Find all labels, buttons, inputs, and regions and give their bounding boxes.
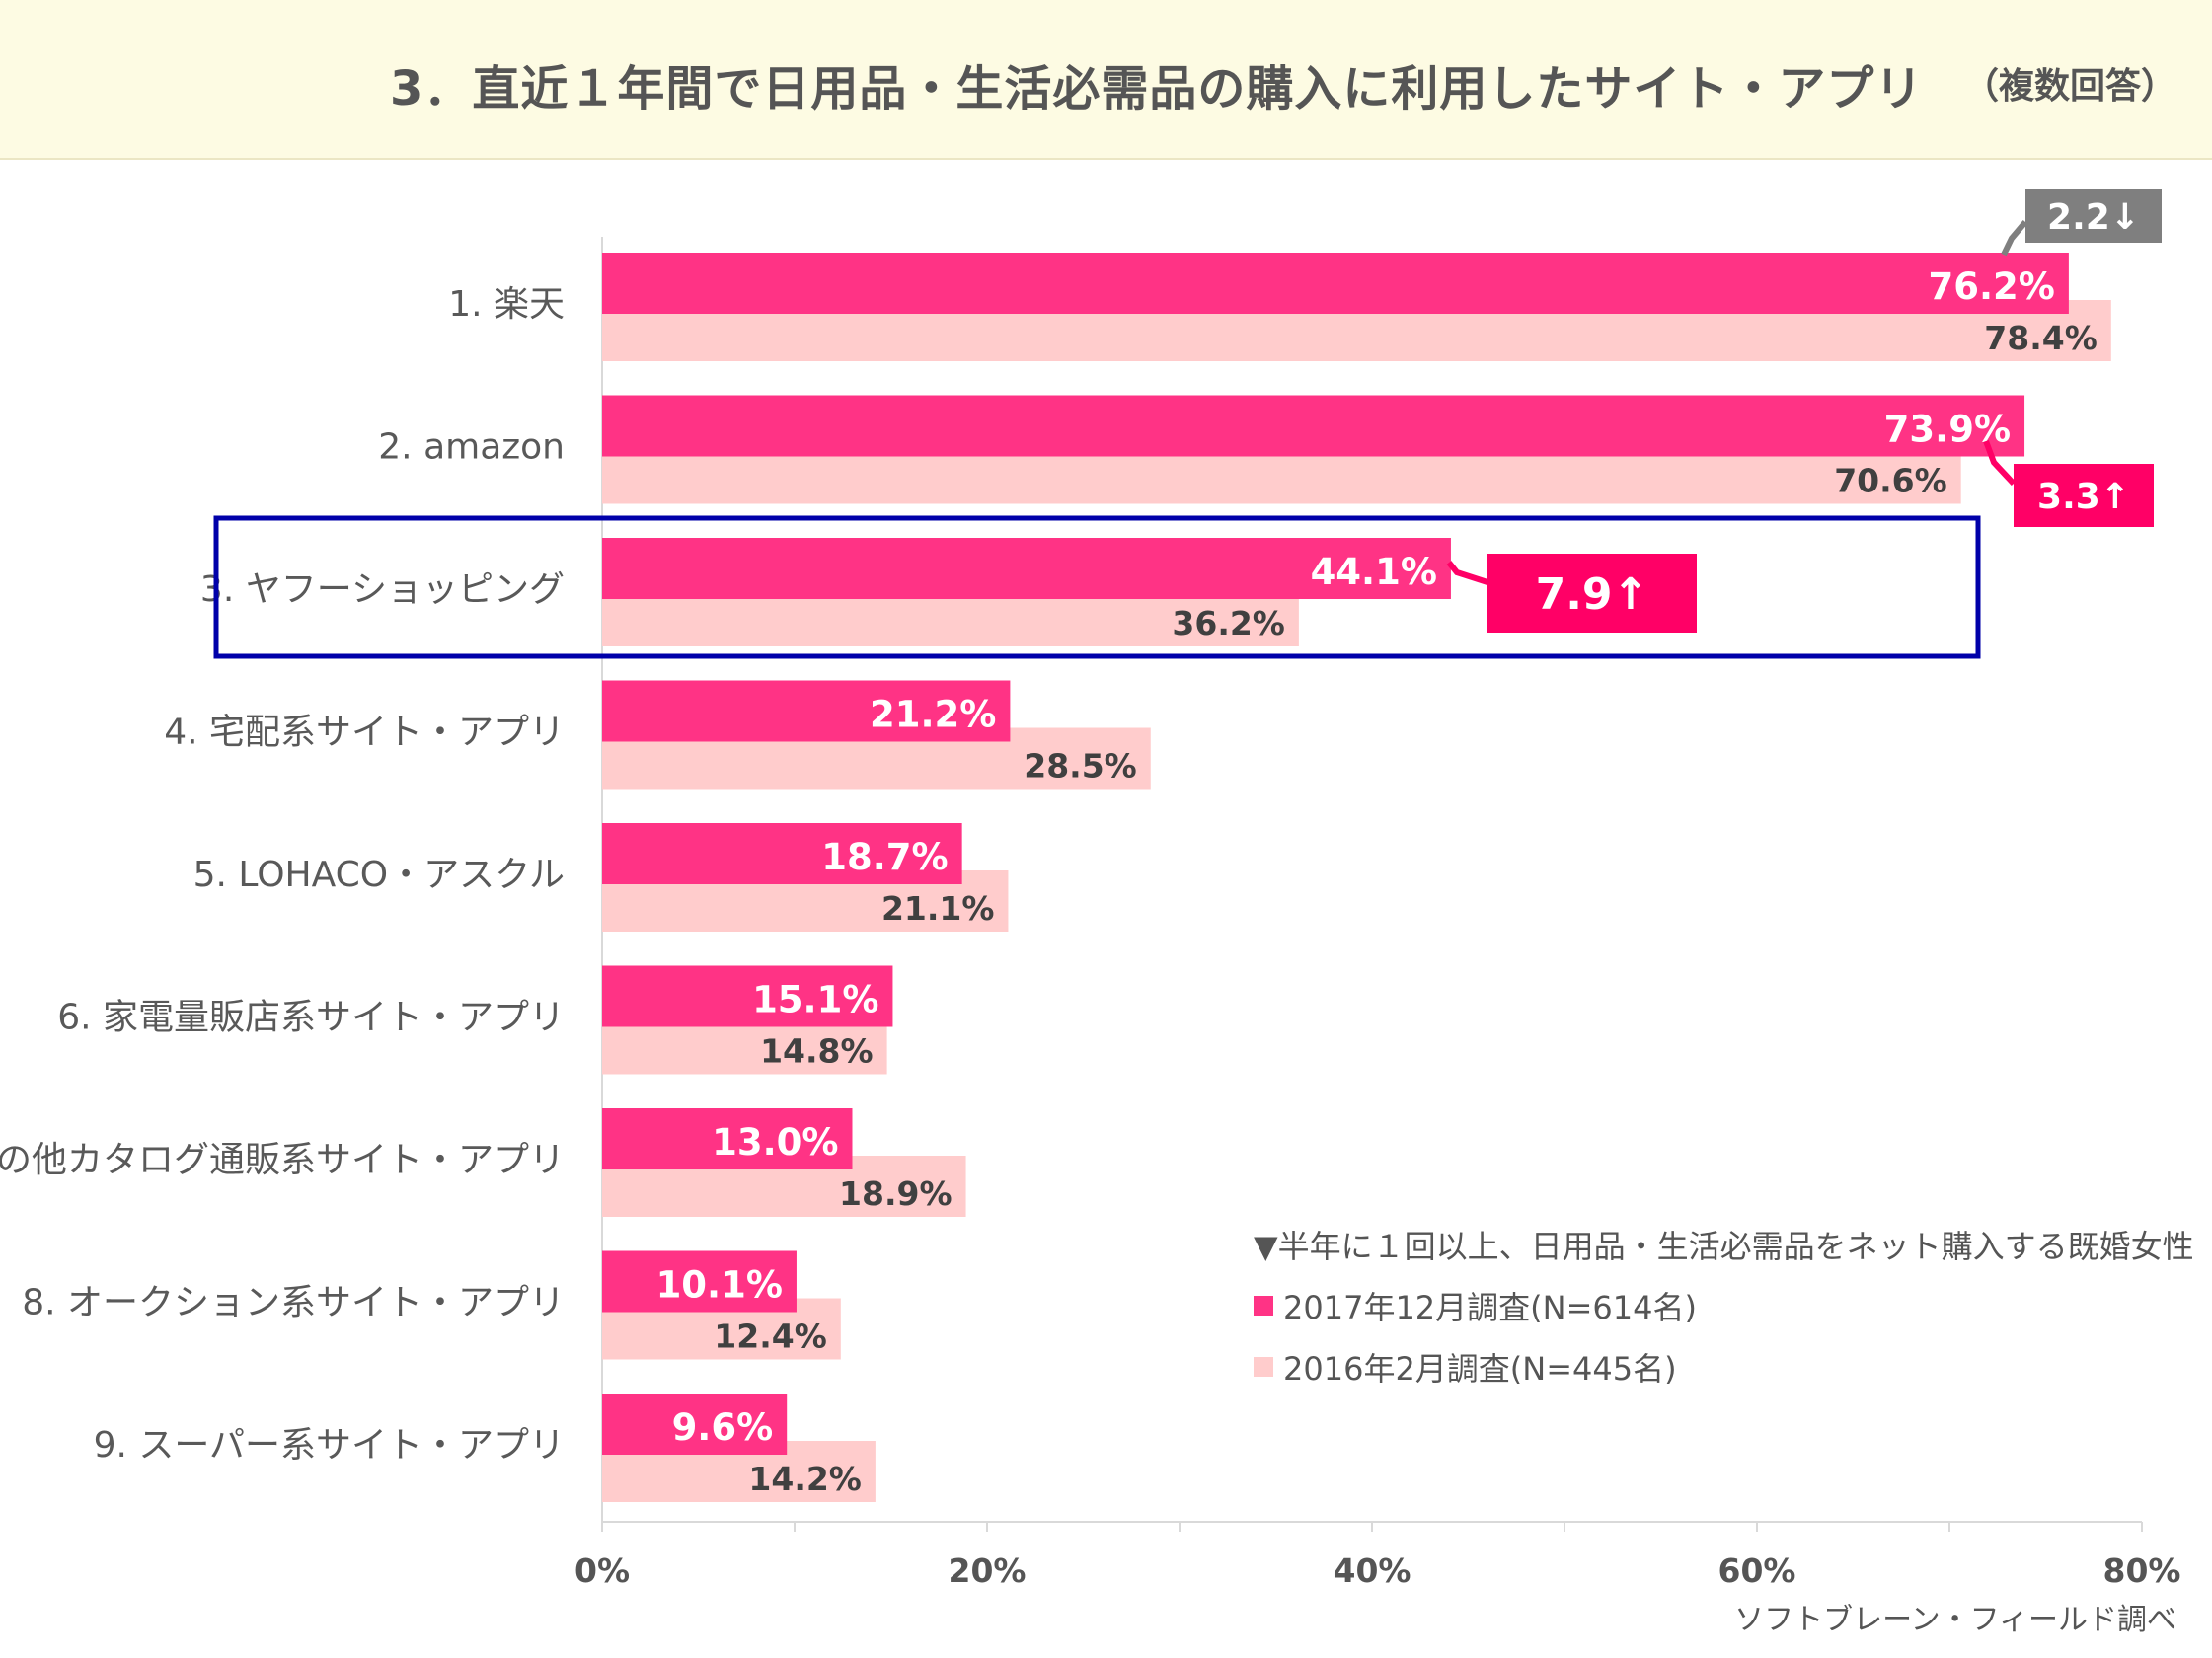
legend-swatch-2016: [1254, 1357, 1273, 1377]
change-callout-box: [2014, 464, 2154, 527]
data-label-2016: 28.5%: [1024, 747, 1137, 786]
data-label-2017: 13.0%: [712, 1121, 838, 1164]
bar-2017: [602, 395, 2025, 457]
page-title: 3．直近１年間で日用品・生活必需品の購入に利用したサイト・アプリ: [390, 61, 1924, 116]
x-tick-label: 20%: [949, 1551, 1027, 1590]
x-tick-label: 0%: [574, 1551, 630, 1590]
data-label-2017: 44.1%: [1311, 551, 1437, 593]
multiple-answer-note: （複数回答）: [1962, 66, 2176, 107]
data-label-2017: 15.1%: [752, 979, 878, 1021]
category-label: 5. LOHACO・アスクル: [193, 855, 565, 895]
highlight-box: [213, 515, 1981, 659]
bar-2017: [602, 253, 2069, 314]
change-callout-label: 7.9↑: [1536, 569, 1649, 620]
category-label: 2. amazon: [378, 427, 565, 468]
data-label-2017: 10.1%: [656, 1264, 783, 1307]
category-label: 7. その他カタログ通販系サイト・アプリ: [0, 1140, 565, 1180]
data-label-2017: 9.6%: [672, 1406, 774, 1449]
change-callout-leader: [1446, 561, 1488, 585]
change-callout-leader: [2001, 220, 2028, 257]
data-label-2016: 21.1%: [881, 889, 995, 928]
category-label: 1. 楽天: [448, 284, 565, 325]
legend-item-2017: 2017年12月調査(N=614名): [1254, 1275, 2194, 1336]
data-label-2016: 78.4%: [1984, 319, 2098, 357]
category-label: 9. スーパー系サイト・アプリ: [94, 1425, 565, 1466]
x-tick-label: 40%: [1334, 1551, 1411, 1590]
data-label-2016: 14.2%: [748, 1460, 862, 1498]
bar-2017: [602, 823, 962, 884]
bar-2017: [602, 1250, 797, 1313]
x-tick-label: 80%: [2103, 1551, 2181, 1590]
legend-label-2016: 2016年2月調査(N=445名): [1283, 1350, 1677, 1388]
legend: ▼半年に１回以上、日用品・生活必需品をネット購入する既婚女性 2017年12月調…: [1254, 1214, 2194, 1397]
data-label-2016: 14.8%: [760, 1032, 874, 1071]
bar-2017: [602, 965, 893, 1027]
legend-label-2017: 2017年12月調査(N=614名): [1283, 1289, 1697, 1326]
data-label-2017: 73.9%: [1884, 409, 2011, 451]
change-callout-box: [1487, 554, 1697, 633]
category-label: 8. オークション系サイト・アプリ: [22, 1283, 565, 1323]
legend-swatch-2017: [1254, 1296, 1273, 1316]
bar-2017: [602, 680, 1011, 742]
header-band: 3．直近１年間で日用品・生活必需品の購入に利用したサイト・アプリ （複数回答）: [0, 0, 2212, 160]
data-label-2017: 21.2%: [870, 694, 996, 736]
change-callout-label: 2.2↓: [2047, 197, 2140, 238]
category-label: 4. 宅配系サイト・アプリ: [164, 713, 565, 753]
category-label: 6. 家電量販店系サイト・アプリ: [57, 998, 565, 1038]
data-label-2016: 18.9%: [839, 1174, 953, 1213]
data-label-2017: 18.7%: [821, 836, 948, 878]
x-tick-label: 60%: [1718, 1551, 1796, 1590]
category-label: 3. ヤフーショッピング: [200, 569, 565, 610]
data-label-2017: 76.2%: [1929, 265, 2055, 308]
bar-2017: [602, 1394, 788, 1455]
change-callout-box: [2025, 189, 2162, 243]
change-callout-leader: [1983, 439, 2017, 487]
legend-caption: ▼半年に１回以上、日用品・生活必需品をネット購入する既婚女性: [1254, 1214, 2194, 1275]
bar-2017: [602, 1108, 853, 1169]
source-credit: ソフトブレーン・フィールド調べ: [1734, 1603, 2176, 1637]
change-callout-label: 3.3↑: [2037, 477, 2130, 517]
data-label-2016: 70.6%: [1834, 462, 1947, 500]
legend-item-2016: 2016年2月調査(N=445名): [1254, 1336, 2194, 1397]
data-label-2016: 36.2%: [1172, 604, 1285, 642]
legend-caption-text: ▼半年に１回以上、日用品・生活必需品をネット購入する既婚女性: [1254, 1228, 2194, 1265]
bar-2017: [602, 538, 1451, 599]
data-label-2016: 12.4%: [714, 1318, 827, 1356]
